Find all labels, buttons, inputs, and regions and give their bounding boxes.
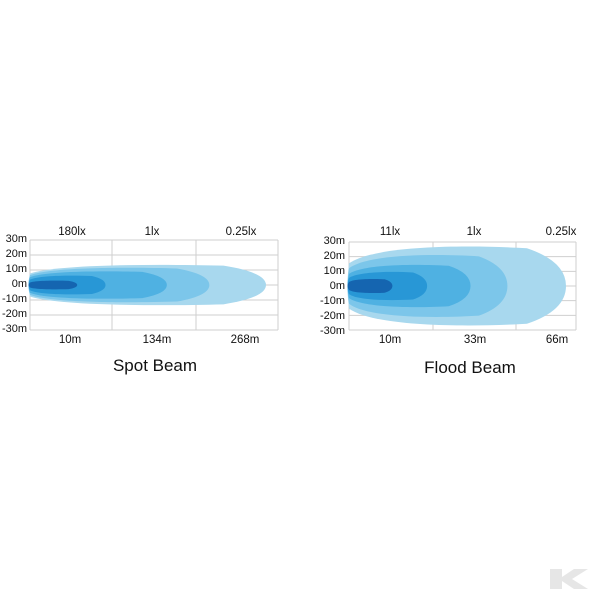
- flood-beam-plot: [347, 241, 577, 331]
- flood-distance-label: 10m: [378, 334, 402, 346]
- spot-y-tick: 30m: [5, 233, 27, 245]
- spot-lux-label: 1lx: [144, 226, 160, 238]
- beam-layer: [347, 278, 393, 294]
- spot-y-tick: 20m: [5, 248, 27, 260]
- flood-y-tick: 0m: [329, 280, 345, 292]
- flood-distance-label: 66m: [545, 334, 569, 346]
- spot-beam-plot: [28, 239, 279, 331]
- spot-y-tick: -30m: [1, 323, 27, 335]
- spot-y-tick: 10m: [5, 263, 27, 275]
- flood-distance-label: 33m: [463, 334, 487, 346]
- spot-y-tick: -20m: [1, 308, 27, 320]
- spot-y-tick: 0m: [11, 278, 27, 290]
- flood-lux-label: 1lx: [466, 226, 482, 238]
- spot-distance-label: 134m: [142, 334, 172, 346]
- flood-y-tick: 30m: [323, 235, 345, 247]
- flood-y-tick: -20m: [319, 310, 345, 322]
- spot-beam-title: Spot Beam: [112, 356, 198, 375]
- flood-lux-label: 11lx: [379, 226, 401, 238]
- spot-beam-chart: 180lx 1lx 0.25lx 30m 20m 10m 0m -10m -20…: [0, 222, 279, 382]
- flood-y-tick: 20m: [323, 250, 345, 262]
- beam-layer: [28, 280, 78, 290]
- spot-distance-label: 268m: [230, 334, 260, 346]
- flood-y-tick: 10m: [323, 265, 345, 277]
- flood-y-tick: -10m: [319, 295, 345, 307]
- flood-beam-title: Flood Beam: [424, 358, 516, 377]
- spot-y-tick: -10m: [1, 293, 27, 305]
- flood-y-tick: -30m: [319, 325, 345, 337]
- spot-lux-label: 0.25lx: [225, 226, 257, 238]
- flood-beam-chart: 11lx 1lx 0.25lx 30m 20m 10m 0m -10m -20m…: [318, 222, 578, 382]
- spot-lux-label: 180lx: [58, 226, 86, 238]
- spot-distance-label: 10m: [58, 334, 82, 346]
- flood-lux-label: 0.25lx: [545, 226, 577, 238]
- k-logo-icon: [548, 567, 592, 596]
